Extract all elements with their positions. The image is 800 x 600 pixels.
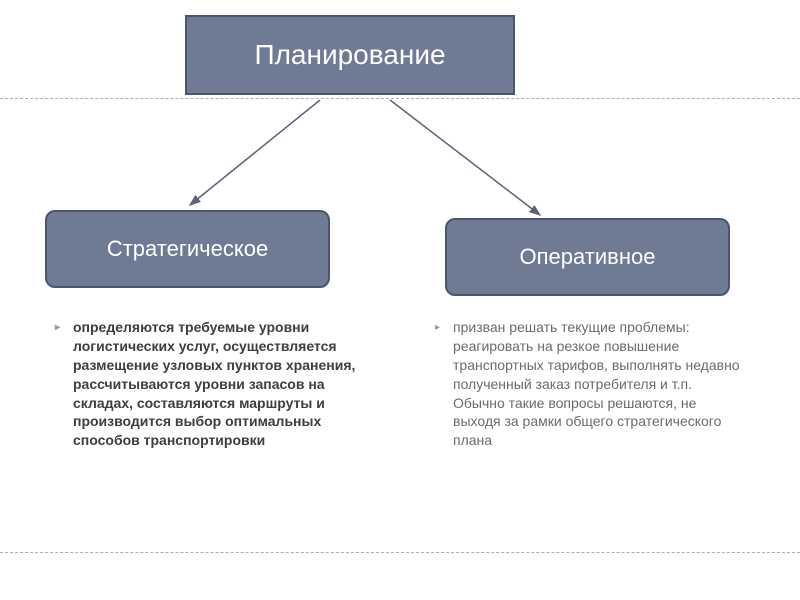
branch-label-operational: Оперативное	[520, 244, 656, 270]
arrow-right	[390, 100, 540, 215]
arrow-left	[190, 100, 320, 205]
divider-bottom	[0, 552, 800, 553]
branch-box-strategic: Стратегическое	[45, 210, 330, 288]
bullet-icon: ▸	[435, 321, 440, 335]
divider-top	[0, 98, 800, 99]
branch-label-strategic: Стратегическое	[107, 236, 268, 262]
bullet-icon: ▸	[55, 321, 60, 335]
title-label: Планирование	[254, 39, 445, 71]
desc-operational: ▸ призван решать текущие проблемы: реаги…	[435, 318, 745, 450]
title-box: Планирование	[185, 15, 515, 95]
branch-box-operational: Оперативное	[445, 218, 730, 296]
desc-strategic: ▸ определяются требуемые уровни логистич…	[55, 318, 365, 450]
desc-operational-text: призван решать текущие проблемы: реагиро…	[453, 319, 740, 448]
desc-strategic-text: определяются требуемые уровни логистичес…	[73, 319, 355, 448]
